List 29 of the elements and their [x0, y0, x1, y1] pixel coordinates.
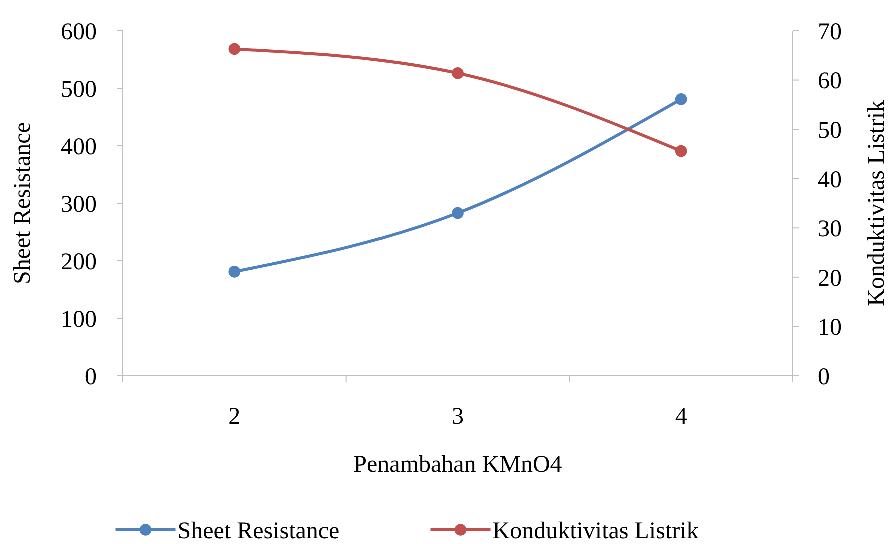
point	[452, 67, 464, 80]
y2-tick-label: 60	[818, 68, 842, 95]
y-tick-label: 500	[61, 76, 97, 103]
y2-tick-label: 70	[818, 19, 842, 46]
y-tick-label: 400	[61, 134, 97, 160]
y-tick-label: 0	[85, 364, 97, 390]
point	[675, 94, 688, 106]
y2-tick-label: 30	[818, 216, 842, 243]
x-tick-label: 4	[675, 404, 688, 430]
y-tick-label: 200	[61, 249, 97, 276]
y2-axis-title: Konduktivitas Listrik	[864, 100, 890, 306]
y2-tick-label: 20	[818, 266, 842, 292]
x-tick-label: 3	[452, 404, 464, 430]
point	[675, 145, 688, 158]
y2-tick-label: 50	[818, 118, 842, 144]
y-tick-label: 100	[61, 306, 97, 333]
legend-label: Konduktivitas Listrik	[492, 518, 699, 544]
y-tick-label: 600	[61, 19, 97, 46]
x-tick-label: 2	[228, 404, 241, 430]
point	[452, 207, 464, 220]
y-tick-label: 300	[61, 192, 97, 218]
y-axis-title: Sheet Resistance	[10, 122, 36, 284]
legend-label: Sheet Resistance	[178, 518, 340, 544]
x-axis-title: Penambahan KMnO4	[354, 452, 562, 478]
y2-tick-label: 10	[818, 315, 842, 342]
y2-tick-label: 0	[818, 364, 830, 390]
y2-tick-label: 40	[818, 167, 842, 194]
point	[228, 43, 241, 56]
point	[228, 266, 241, 278]
